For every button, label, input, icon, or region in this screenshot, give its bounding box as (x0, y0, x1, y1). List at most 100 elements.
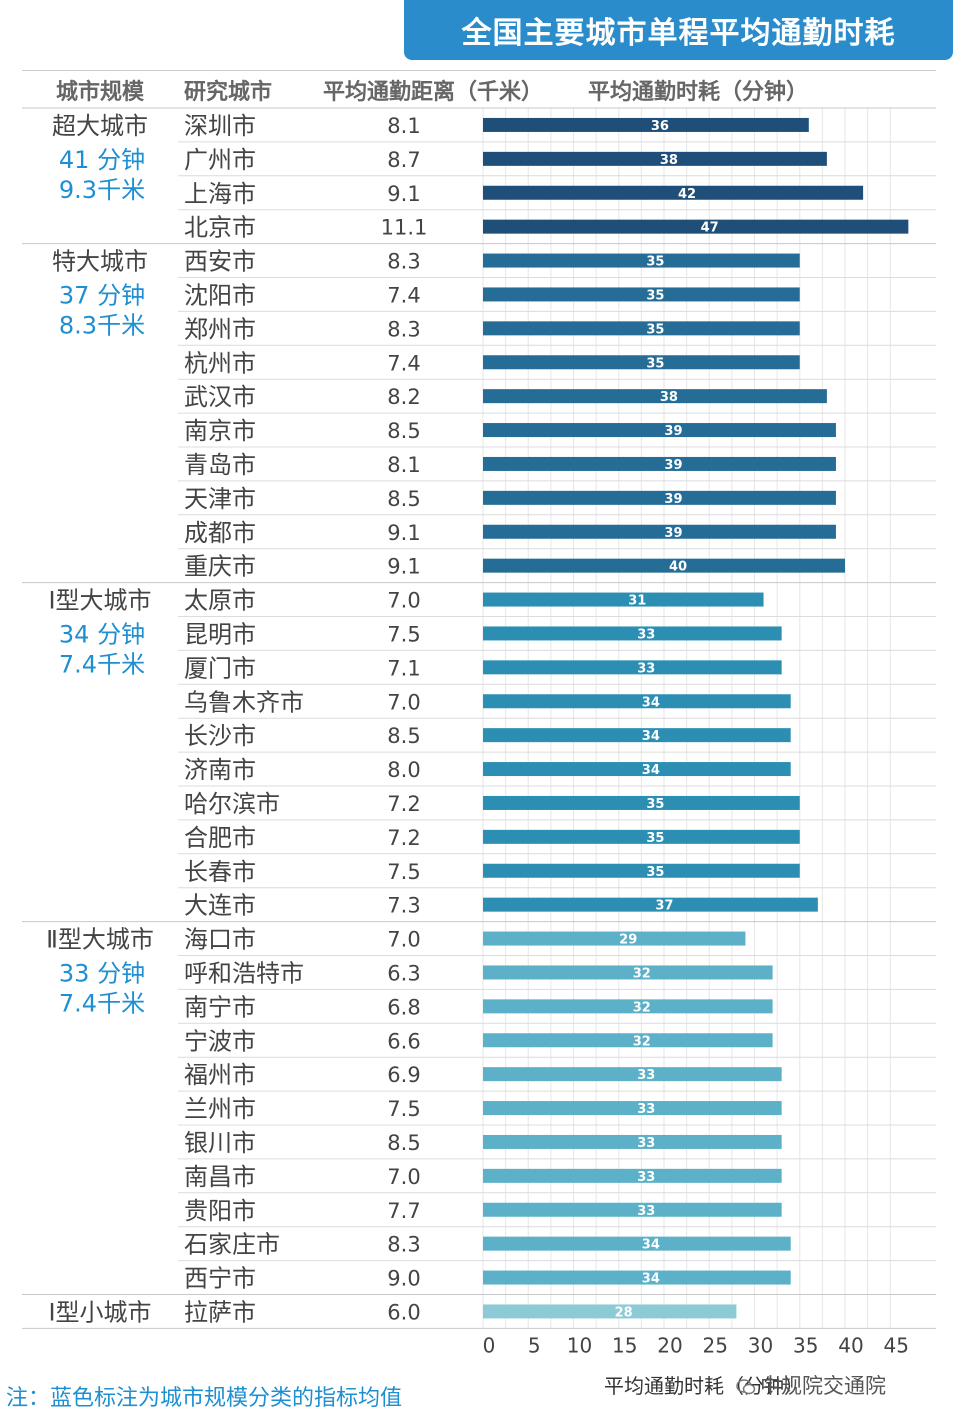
group-avg-distance: 7.4千米 (59, 651, 145, 679)
bar-海口市 (483, 931, 746, 946)
bar-value-label: 37 (655, 899, 673, 914)
city-label: 福州市 (184, 1061, 256, 1089)
bar-value-label: 38 (660, 390, 678, 405)
distance-value: 9.1 (387, 555, 420, 579)
group-name-label: 特大城市 (52, 248, 148, 276)
distance-value: 7.5 (387, 1097, 420, 1121)
header-time: 平均通勤时耗（分钟） (588, 80, 809, 105)
city-label: 宁波市 (184, 1027, 256, 1055)
bar-value-label: 35 (646, 797, 664, 812)
city-label: 拉萨市 (184, 1298, 256, 1326)
city-label: 合肥市 (184, 824, 256, 852)
bar-value-label: 34 (642, 695, 660, 710)
city-label: 成都市 (184, 519, 256, 547)
city-label: 济南市 (184, 756, 256, 784)
bar-西安市 (483, 253, 800, 268)
city-label: 长春市 (184, 858, 256, 886)
bar-银川市 (483, 1134, 782, 1149)
bar-哈尔滨市 (483, 795, 800, 810)
bar-value-label: 33 (637, 1170, 655, 1185)
bar-成都市 (483, 524, 836, 539)
footnote: 注：蓝色标注为城市规模分类的指标均值 (6, 1386, 403, 1411)
bar-西宁市 (483, 1270, 791, 1285)
bar-济南市 (483, 762, 791, 777)
bar-value-label: 33 (637, 1068, 655, 1083)
group-avg-distance: 7.4千米 (59, 990, 145, 1018)
bar-重庆市 (483, 558, 845, 573)
city-label: 天津市 (184, 485, 256, 513)
x-tick-label: 35 (793, 1333, 818, 1357)
distance-value: 9.1 (387, 521, 420, 545)
bar-value-label: 36 (651, 119, 669, 134)
bar-value-label: 34 (642, 729, 660, 744)
city-label: 青岛市 (184, 451, 256, 479)
city-label: 贵阳市 (184, 1197, 256, 1225)
bar-呼和浩特市 (483, 965, 773, 980)
distance-value: 7.1 (387, 656, 420, 680)
bar-value-label: 38 (660, 153, 678, 168)
bar-value-label: 39 (664, 492, 682, 507)
bar-上海市 (483, 185, 864, 200)
bar-value-label: 33 (637, 627, 655, 642)
distance-value: 8.3 (387, 250, 420, 274)
bar-大连市 (483, 897, 818, 912)
city-label: 西宁市 (184, 1265, 256, 1293)
bar-郑州市 (483, 321, 800, 336)
distance-value: 8.1 (387, 453, 420, 477)
city-label: 南宁市 (184, 993, 256, 1021)
distance-value: 7.2 (387, 826, 420, 850)
bar-福州市 (483, 1067, 782, 1082)
distance-value: 6.0 (387, 1300, 420, 1324)
bar-value-label: 39 (664, 424, 682, 439)
city-label: 广州市 (184, 146, 256, 174)
distance-value: 7.2 (387, 792, 420, 816)
city-label: 银川市 (184, 1129, 256, 1157)
bar-value-label: 33 (637, 1102, 655, 1117)
bar-value-label: 31 (628, 594, 646, 609)
bar-value-label: 32 (633, 1000, 651, 1015)
wechat-logo-icon (736, 1379, 756, 1395)
bar-value-label: 35 (646, 865, 664, 880)
bar-拉萨市 (483, 1304, 737, 1319)
bar-value-label: 28 (615, 1305, 633, 1320)
distance-value: 6.6 (387, 1029, 420, 1053)
city-label: 南昌市 (184, 1163, 256, 1191)
bar-宁波市 (483, 1033, 773, 1048)
distance-value: 7.0 (387, 928, 420, 952)
distance-value: 9.1 (387, 182, 420, 206)
city-label: 太原市 (184, 587, 256, 615)
group-avg-time: 34 分钟 (59, 621, 145, 649)
x-tick-label: 10 (567, 1333, 592, 1357)
bar-乌鲁木齐市 (483, 694, 791, 709)
bar-value-label: 33 (637, 1204, 655, 1219)
distance-value: 7.7 (387, 1199, 420, 1223)
bar-厦门市 (483, 660, 782, 675)
x-tick-label: 5 (528, 1333, 541, 1357)
city-label: 杭州市 (184, 349, 256, 377)
city-label: 石家庄市 (184, 1231, 280, 1259)
city-label: 重庆市 (184, 553, 256, 581)
distance-value: 6.8 (387, 995, 420, 1019)
x-tick-label: 30 (748, 1333, 773, 1357)
bar-昆明市 (483, 626, 782, 641)
bar-value-label: 34 (642, 1238, 660, 1253)
city-label: 南京市 (184, 417, 256, 445)
city-label: 深圳市 (184, 112, 256, 140)
group-name-label: 超大城市 (52, 112, 148, 140)
watermark-text: 中规院交通院 (760, 1374, 886, 1398)
bar-value-label: 42 (678, 187, 696, 202)
group-name-label: Ⅱ型大城市 (46, 926, 154, 954)
city-label: 大连市 (184, 892, 256, 920)
bar-value-label: 35 (646, 255, 664, 270)
group-name-label: Ⅰ型大城市 (48, 587, 151, 615)
bar-长沙市 (483, 728, 791, 743)
group-avg-distance: 8.3千米 (59, 312, 145, 340)
bar-兰州市 (483, 1101, 782, 1116)
distance-value: 8.5 (387, 487, 420, 511)
x-tick-label: 0 (483, 1333, 496, 1357)
bar-贵阳市 (483, 1202, 782, 1217)
bar-合肥市 (483, 829, 800, 844)
chart-title: 全国主要城市单程平均通勤时耗 (404, 0, 953, 60)
bar-青岛市 (483, 456, 836, 471)
distance-value: 8.0 (387, 758, 420, 782)
